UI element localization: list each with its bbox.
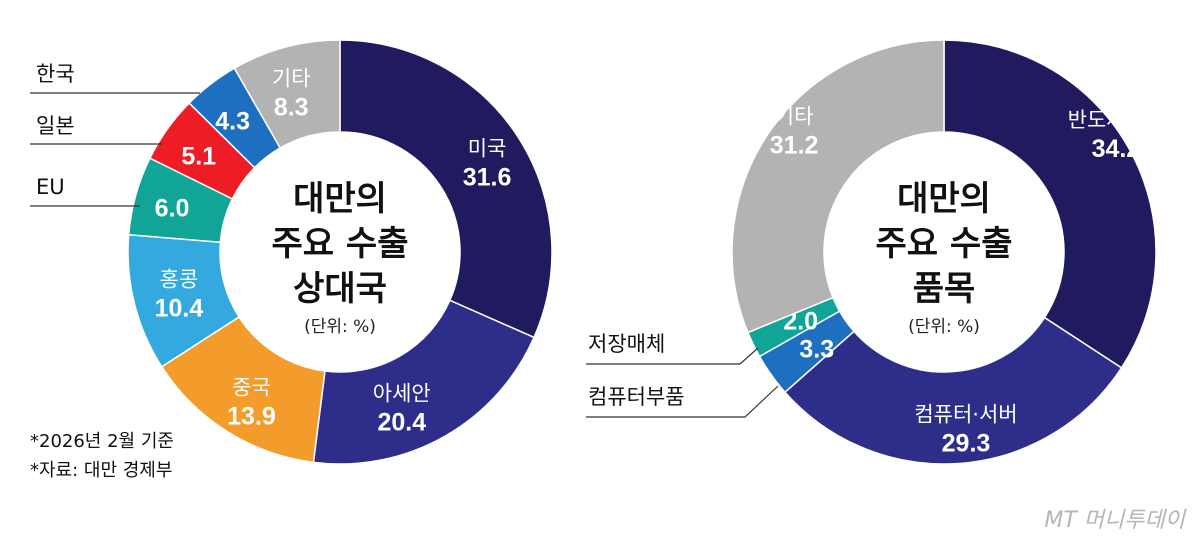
slice-value-label: 6.0 [155, 195, 190, 223]
donut-chart-trade-partners: 미국 31.6 아세안 20.4 중국 13.9 홍콩 10.4 6.0 5.1 4.3 기타 8.3 대… [127, 39, 553, 465]
label-korea: 한국 [36, 62, 75, 86]
slice-value-label: 8.3 [274, 94, 309, 122]
donut-slice [731, 39, 945, 334]
label-eu: EU [36, 175, 65, 199]
chart-center-title: 주요 수출 [272, 224, 409, 264]
donut-slice [783, 316, 1123, 465]
slice-value-label: 4.3 [215, 108, 250, 136]
slice-name-label: 중국 [232, 375, 271, 399]
label-computer-parts: 컴퓨터부품 [588, 385, 685, 409]
chart-center-title: 상대국 [293, 269, 387, 309]
donut-slice [339, 39, 553, 339]
slice-value-label: 20.4 [377, 408, 426, 436]
chart-center-title: 대만의 [897, 179, 991, 219]
slice-name-label: 기타 [775, 105, 814, 129]
chart-center-title: 대만의 [293, 179, 387, 219]
publisher-logo: MT 머니투데이 [1044, 508, 1186, 533]
slice-value-label: 5.1 [181, 143, 216, 171]
note-source: *자료: 대만 경제부 [30, 460, 172, 481]
leader-line-computer-parts [586, 385, 779, 418]
unit-label: (단위: %) [304, 317, 376, 337]
slice-name-label: 미국 [468, 136, 507, 160]
slice-value-label: 31.2 [770, 132, 819, 160]
slice-name-label: 기타 [272, 67, 311, 91]
slice-value-label: 29.3 [942, 430, 991, 458]
slice-value-label: 31.6 [463, 163, 512, 191]
leader-line-storage-media [586, 347, 759, 365]
chart-center-title: 품목 [913, 269, 976, 309]
chart-center-title: 주요 수출 [876, 224, 1013, 264]
slice-name-label: 홍콩 [160, 267, 199, 291]
slice-name-label: 아세안 [373, 381, 431, 405]
slice-value-label: 3.3 [799, 335, 834, 363]
donut-slice [943, 39, 1157, 369]
donut-slice [312, 299, 536, 465]
unit-label: (단위: %) [908, 317, 980, 337]
note-date: *2026년 2월 기준 [30, 431, 174, 452]
slice-name-label: 반도체품목 [1068, 108, 1165, 132]
donut-slice [233, 39, 341, 149]
label-storage-media: 저장매체 [588, 332, 665, 356]
slice-name-label: 컴퓨터·서버 [914, 403, 1017, 427]
slice-value-label: 13.9 [227, 402, 276, 430]
slice-value-label: 34.2 [1092, 135, 1141, 163]
slice-value-label: 10.4 [155, 294, 204, 322]
label-japan: 일본 [36, 114, 75, 138]
